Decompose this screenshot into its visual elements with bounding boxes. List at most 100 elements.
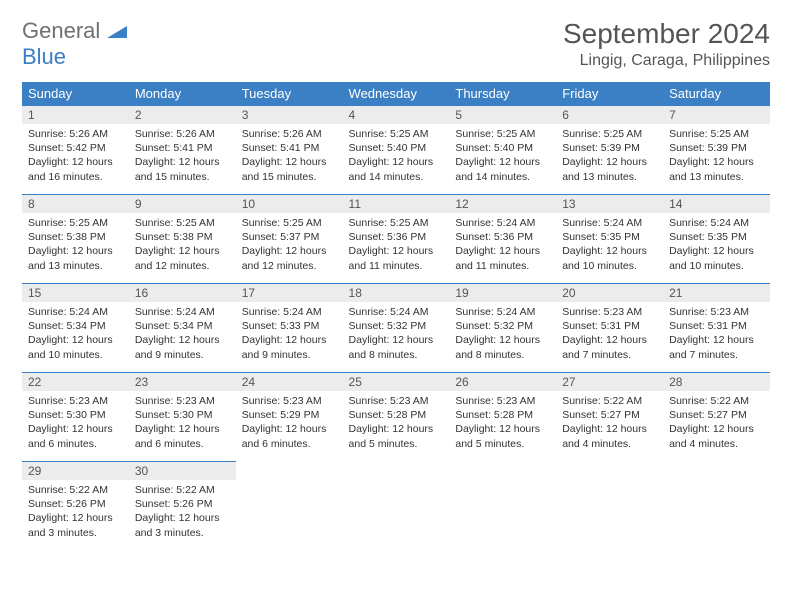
day-number: 5 (449, 106, 556, 124)
weekday-header: Monday (129, 82, 236, 106)
calendar-cell: 21Sunrise: 5:23 AMSunset: 5:31 PMDayligh… (663, 284, 770, 373)
calendar-cell: 29Sunrise: 5:22 AMSunset: 5:26 PMDayligh… (22, 462, 129, 551)
calendar-week-row: 22Sunrise: 5:23 AMSunset: 5:30 PMDayligh… (22, 373, 770, 462)
day-details: Sunrise: 5:24 AMSunset: 5:34 PMDaylight:… (129, 302, 236, 372)
calendar-cell: 4Sunrise: 5:25 AMSunset: 5:40 PMDaylight… (343, 106, 450, 195)
calendar-cell: 15Sunrise: 5:24 AMSunset: 5:34 PMDayligh… (22, 284, 129, 373)
day-number: 16 (129, 284, 236, 302)
calendar-cell: 26Sunrise: 5:23 AMSunset: 5:28 PMDayligh… (449, 373, 556, 462)
sunset-text: Sunset: 5:31 PM (562, 319, 657, 333)
day-number: 1 (22, 106, 129, 124)
calendar-cell: 25Sunrise: 5:23 AMSunset: 5:28 PMDayligh… (343, 373, 450, 462)
day-details: Sunrise: 5:25 AMSunset: 5:39 PMDaylight:… (556, 124, 663, 194)
calendar-cell: 28Sunrise: 5:22 AMSunset: 5:27 PMDayligh… (663, 373, 770, 462)
calendar-cell: 5Sunrise: 5:25 AMSunset: 5:40 PMDaylight… (449, 106, 556, 195)
day-details: Sunrise: 5:26 AMSunset: 5:42 PMDaylight:… (22, 124, 129, 194)
daylight-text: and 5 minutes. (349, 437, 444, 451)
daylight-text: Daylight: 12 hours (562, 422, 657, 436)
sunrise-text: Sunrise: 5:23 AM (562, 305, 657, 319)
sunrise-text: Sunrise: 5:24 AM (135, 305, 230, 319)
day-number: 18 (343, 284, 450, 302)
day-details: Sunrise: 5:25 AMSunset: 5:40 PMDaylight:… (449, 124, 556, 194)
sunset-text: Sunset: 5:37 PM (242, 230, 337, 244)
day-details: Sunrise: 5:23 AMSunset: 5:30 PMDaylight:… (22, 391, 129, 461)
calendar-cell: 6Sunrise: 5:25 AMSunset: 5:39 PMDaylight… (556, 106, 663, 195)
day-number: 14 (663, 195, 770, 213)
day-number: 3 (236, 106, 343, 124)
sunset-text: Sunset: 5:38 PM (28, 230, 123, 244)
day-details: Sunrise: 5:23 AMSunset: 5:31 PMDaylight:… (663, 302, 770, 372)
sunrise-text: Sunrise: 5:25 AM (349, 216, 444, 230)
daylight-text: and 4 minutes. (562, 437, 657, 451)
daylight-text: Daylight: 12 hours (28, 333, 123, 347)
sunset-text: Sunset: 5:27 PM (562, 408, 657, 422)
sunrise-text: Sunrise: 5:26 AM (28, 127, 123, 141)
daylight-text: and 6 minutes. (135, 437, 230, 451)
daylight-text: and 4 minutes. (669, 437, 764, 451)
calendar-week-row: 15Sunrise: 5:24 AMSunset: 5:34 PMDayligh… (22, 284, 770, 373)
weekday-header: Tuesday (236, 82, 343, 106)
daylight-text: and 7 minutes. (669, 348, 764, 362)
daylight-text: and 10 minutes. (28, 348, 123, 362)
daylight-text: and 12 minutes. (135, 259, 230, 273)
day-number: 30 (129, 462, 236, 480)
sunrise-text: Sunrise: 5:23 AM (242, 394, 337, 408)
sunset-text: Sunset: 5:36 PM (455, 230, 550, 244)
day-number: 25 (343, 373, 450, 391)
day-number: 7 (663, 106, 770, 124)
calendar-cell: 23Sunrise: 5:23 AMSunset: 5:30 PMDayligh… (129, 373, 236, 462)
day-number: 17 (236, 284, 343, 302)
calendar-cell: 11Sunrise: 5:25 AMSunset: 5:36 PMDayligh… (343, 195, 450, 284)
calendar-cell: 24Sunrise: 5:23 AMSunset: 5:29 PMDayligh… (236, 373, 343, 462)
sunset-text: Sunset: 5:31 PM (669, 319, 764, 333)
sunrise-text: Sunrise: 5:25 AM (28, 216, 123, 230)
day-number: 26 (449, 373, 556, 391)
calendar-cell: 17Sunrise: 5:24 AMSunset: 5:33 PMDayligh… (236, 284, 343, 373)
calendar-cell: 16Sunrise: 5:24 AMSunset: 5:34 PMDayligh… (129, 284, 236, 373)
day-number: 8 (22, 195, 129, 213)
weekday-header: Sunday (22, 82, 129, 106)
day-details: Sunrise: 5:23 AMSunset: 5:29 PMDaylight:… (236, 391, 343, 461)
daylight-text: Daylight: 12 hours (455, 333, 550, 347)
weekday-header: Wednesday (343, 82, 450, 106)
day-number: 11 (343, 195, 450, 213)
daylight-text: and 9 minutes. (242, 348, 337, 362)
sunrise-text: Sunrise: 5:24 AM (455, 216, 550, 230)
calendar-cell: 7Sunrise: 5:25 AMSunset: 5:39 PMDaylight… (663, 106, 770, 195)
day-details: Sunrise: 5:26 AMSunset: 5:41 PMDaylight:… (129, 124, 236, 194)
day-details: Sunrise: 5:24 AMSunset: 5:36 PMDaylight:… (449, 213, 556, 283)
sunrise-text: Sunrise: 5:26 AM (242, 127, 337, 141)
calendar-cell (449, 462, 556, 551)
sunrise-text: Sunrise: 5:25 AM (135, 216, 230, 230)
sunrise-text: Sunrise: 5:25 AM (455, 127, 550, 141)
calendar-cell: 1Sunrise: 5:26 AMSunset: 5:42 PMDaylight… (22, 106, 129, 195)
day-details: Sunrise: 5:25 AMSunset: 5:38 PMDaylight:… (22, 213, 129, 283)
sunrise-text: Sunrise: 5:24 AM (28, 305, 123, 319)
day-number: 28 (663, 373, 770, 391)
daylight-text: Daylight: 12 hours (28, 244, 123, 258)
sunrise-text: Sunrise: 5:22 AM (562, 394, 657, 408)
day-details: Sunrise: 5:26 AMSunset: 5:41 PMDaylight:… (236, 124, 343, 194)
logo-text: General Blue (22, 18, 127, 70)
day-number: 10 (236, 195, 343, 213)
daylight-text: and 7 minutes. (562, 348, 657, 362)
calendar-week-row: 1Sunrise: 5:26 AMSunset: 5:42 PMDaylight… (22, 106, 770, 195)
weekday-header: Saturday (663, 82, 770, 106)
daylight-text: Daylight: 12 hours (669, 422, 764, 436)
sunrise-text: Sunrise: 5:22 AM (669, 394, 764, 408)
day-number: 9 (129, 195, 236, 213)
sunrise-text: Sunrise: 5:25 AM (349, 127, 444, 141)
day-details: Sunrise: 5:22 AMSunset: 5:27 PMDaylight:… (663, 391, 770, 461)
sunset-text: Sunset: 5:42 PM (28, 141, 123, 155)
day-details: Sunrise: 5:22 AMSunset: 5:26 PMDaylight:… (22, 480, 129, 550)
day-details: Sunrise: 5:24 AMSunset: 5:35 PMDaylight:… (556, 213, 663, 283)
day-number: 27 (556, 373, 663, 391)
daylight-text: and 16 minutes. (28, 170, 123, 184)
sunset-text: Sunset: 5:28 PM (349, 408, 444, 422)
daylight-text: and 5 minutes. (455, 437, 550, 451)
day-number: 19 (449, 284, 556, 302)
daylight-text: Daylight: 12 hours (242, 244, 337, 258)
day-details: Sunrise: 5:24 AMSunset: 5:32 PMDaylight:… (449, 302, 556, 372)
sunrise-text: Sunrise: 5:23 AM (455, 394, 550, 408)
sunrise-text: Sunrise: 5:24 AM (669, 216, 764, 230)
